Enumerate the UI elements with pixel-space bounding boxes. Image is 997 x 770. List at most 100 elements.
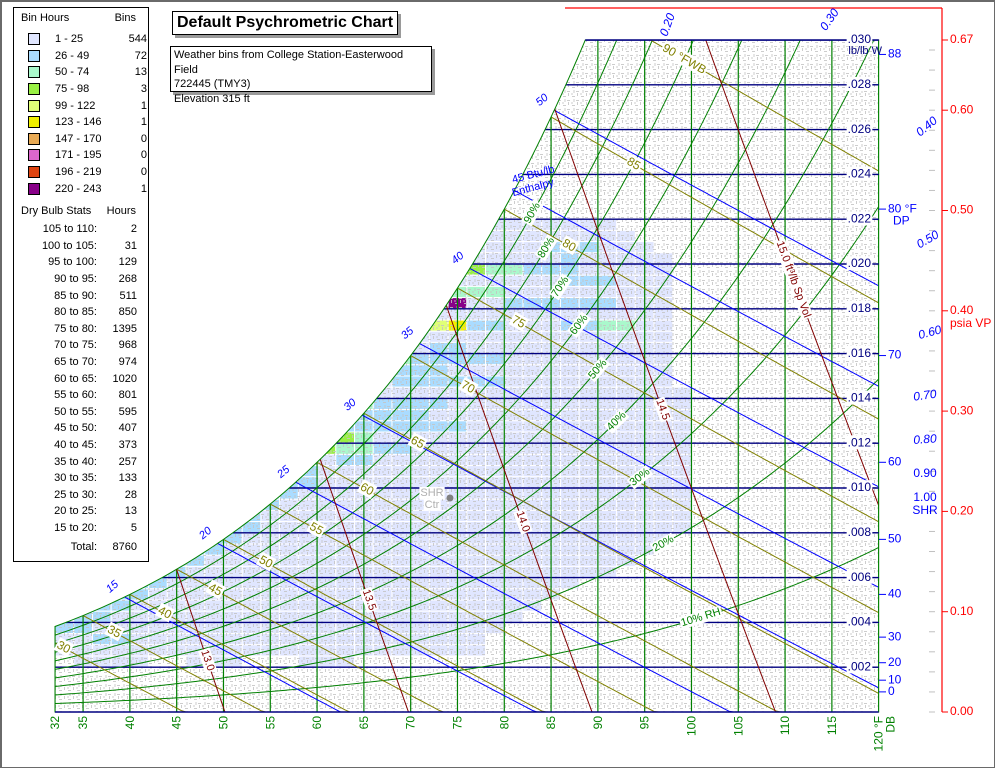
wet-bulb-label: 80 [560, 236, 579, 255]
bin-count: 72 [134, 49, 147, 62]
dry-bulb-range: 45 to 50: [54, 422, 97, 435]
bin-color-swatch [28, 83, 40, 96]
hours-header: Hours [106, 204, 136, 217]
wet-bulb-label: 30 [55, 638, 74, 657]
dry-bulb-range: 105 to 110: [42, 223, 97, 236]
vp-tick-label: 0.00 [950, 704, 974, 718]
bin-count: 1 [140, 182, 147, 195]
dp-tick-label: 60 [888, 454, 902, 468]
dp-tick-label: 0 [888, 684, 895, 698]
dry-bulb-hours: 13 [124, 505, 137, 518]
w-tick-label: .002 [848, 659, 872, 673]
dry-bulb-stat-row: 75 to 80: 1395 [14, 321, 148, 338]
dry-bulb-hours: 974 [118, 355, 137, 368]
shr-tick-label: 0.20 [657, 11, 678, 38]
dp-tick-label: 80 °F [888, 201, 917, 215]
dry-bulb-hours: 407 [118, 422, 137, 435]
wet-bulb-label: 40 [156, 603, 175, 622]
db-tick-label: 50 [216, 716, 230, 730]
rh-curve [55, 40, 744, 662]
shr-axis-label: SHR [912, 503, 938, 517]
wet-bulb-label-bg [104, 621, 125, 642]
dry-bulb-range: 75 to 80: [54, 322, 97, 335]
db-tick-label: 120 °F [872, 716, 886, 751]
wet-bulb-label-bg [154, 602, 176, 623]
bin-legend-row: 50 - 74 13 [14, 64, 148, 81]
rh-label-bg [626, 464, 654, 490]
dry-bulb-hours: 1395 [112, 322, 137, 335]
w-tick-label: .026 [848, 122, 872, 136]
rh-label-bg [521, 199, 544, 227]
db-tick-label: 32 [48, 716, 62, 730]
dry-bulb-stat-row: 45 to 50: 407 [14, 420, 148, 437]
w-tick-label: .014 [848, 391, 872, 405]
enthalpy-label: 35 [399, 324, 417, 342]
rh-curve [55, 206, 879, 687]
shr-tick-label: 0.80 [913, 431, 938, 447]
dry-bulb-range: 100 to 105: [41, 239, 97, 252]
w-tick-label: .012 [848, 435, 872, 449]
bin-cell [260, 487, 281, 500]
dry-bulb-range: 30 to 35: [54, 472, 97, 485]
bin-range: 1 - 25 [55, 33, 84, 46]
bin-count: 0 [140, 166, 147, 179]
db-tick-label: 95 [638, 716, 652, 730]
w-tick-label: .030 [848, 32, 872, 46]
wet-bulb-label: 55 [307, 519, 326, 538]
wet-bulb-line [316, 461, 781, 712]
db-tick-label: 45 [170, 716, 184, 730]
w-tick-label: .008 [848, 525, 872, 539]
wet-bulb-line [457, 287, 879, 523]
wet-bulb-label-bg [458, 376, 479, 397]
bin-legend-row: 196 - 219 0 [14, 164, 148, 181]
bin-legend-row: 220 - 243 1 [14, 180, 148, 197]
bin-color-swatch [28, 166, 40, 179]
rh-curve [55, 378, 879, 696]
rh-curve [55, 40, 805, 670]
shr-tick-label: 0.70 [912, 387, 937, 404]
w-tick-label: .004 [848, 615, 872, 629]
shr-center-label: Ctr [425, 499, 440, 511]
dry-bulb-stat-row: 50 to 55: 595 [14, 403, 148, 420]
dry-bulb-range: 50 to 55: [54, 405, 97, 418]
db-tick-label: 75 [450, 716, 464, 730]
dry-bulb-stat-row: 40 to 45: 373 [14, 437, 148, 454]
wet-bulb-label-bg [508, 311, 530, 332]
bin-cell [466, 229, 487, 243]
w-tick-label: .018 [848, 301, 872, 315]
dry-bulb-range: 60 to 65: [54, 372, 97, 385]
dry-bulb-range: 20 to 25: [54, 505, 97, 518]
dry-bulb-hours: 268 [118, 273, 137, 286]
dry-bulb-stat-row: 30 to 35: 133 [14, 470, 148, 487]
dry-bulb-range: Total: [70, 540, 97, 553]
bin-count: 1 [140, 99, 147, 112]
dp-tick-label: 40 [888, 587, 902, 601]
w-tick-label-bg [846, 614, 873, 629]
db-tick-label: 85 [544, 716, 558, 730]
specific-volume-label-bg [773, 238, 814, 321]
dp-axis-label: DP [893, 213, 910, 227]
dry-bulb-hours: 2 [130, 223, 137, 236]
chart-plot-area [55, 40, 879, 712]
enthalpy-label: 50 [534, 91, 552, 109]
station-id: 722445 (TMY3) [174, 78, 251, 90]
weather-info-box: Weather bins from College Station-Easter… [170, 46, 432, 105]
shr-tick-label: 0.90 [913, 466, 937, 480]
rh-label-bg [534, 234, 558, 262]
dry-bulb-range: 40 to 45: [54, 438, 97, 451]
w-tick-label-bg [846, 659, 873, 674]
rh-label-bg [603, 408, 630, 434]
bin-range: 123 - 146 [55, 116, 102, 129]
dry-bulb-range: 25 to 30: [54, 488, 97, 501]
wet-bulb-label: 65 [408, 433, 427, 452]
wet-bulb-label-bg [255, 551, 277, 572]
dry-bulb-range: 85 to 90: [54, 289, 97, 302]
shr-tick-label: 0.40 [913, 113, 940, 139]
bin-legend-row: 75 - 98 3 [14, 81, 148, 98]
bin-range: 220 - 243 [55, 182, 102, 195]
wet-bulb-line [550, 116, 879, 304]
dry-bulb-stat-row: 25 to 30: 28 [14, 486, 148, 503]
dry-bulb-range: 80 to 85: [54, 306, 97, 319]
dry-bulb-range: 70 to 75: [54, 339, 97, 352]
dry-bulb-hours: 511 [119, 289, 137, 302]
